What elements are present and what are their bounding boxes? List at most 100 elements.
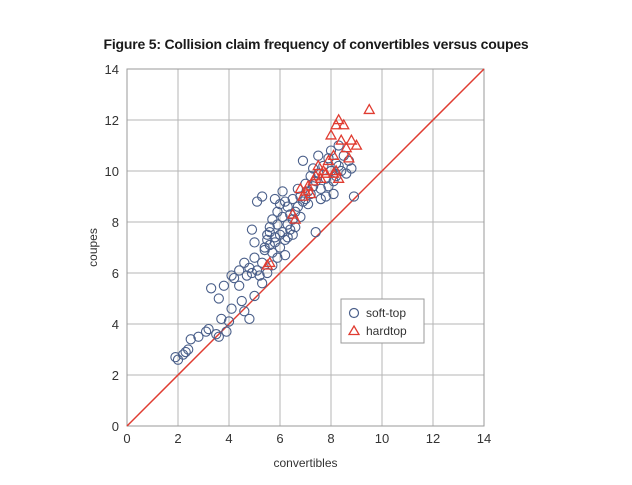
soft-top-point	[279, 234, 291, 245]
x-tick-label: 4	[225, 431, 232, 446]
soft-top-point	[226, 303, 237, 314]
soft-top-point	[218, 280, 230, 291]
soft-top-point	[244, 262, 255, 274]
hardtop-point	[289, 212, 302, 224]
soft-top-point	[323, 153, 334, 164]
soft-top-point	[170, 351, 181, 363]
y-axis-label: coupes	[86, 228, 100, 267]
soft-top-point	[249, 237, 260, 248]
soft-top-point	[320, 191, 332, 202]
soft-top-point	[272, 219, 283, 230]
soft-top-point	[336, 165, 347, 177]
y-tick-label: 0	[112, 419, 119, 434]
soft-top-point	[213, 293, 224, 304]
hardtop-point	[337, 118, 350, 130]
soft-top-point	[285, 224, 296, 235]
soft-top-point	[262, 234, 273, 245]
soft-top-point	[183, 344, 194, 355]
soft-top-point	[297, 196, 309, 207]
soft-top-point	[239, 306, 250, 317]
hardtop-point	[340, 141, 353, 153]
chart-title: Figure 5: Collision claim frequency of c…	[103, 36, 529, 52]
soft-top-point	[287, 229, 298, 240]
soft-top-point	[216, 313, 227, 325]
hardtop-point	[335, 133, 348, 145]
soft-top-point	[249, 290, 260, 302]
hardtop-point	[350, 138, 363, 150]
soft-top-point	[236, 295, 247, 307]
hardtop-point	[299, 184, 312, 196]
legend-triangle-icon	[347, 324, 361, 336]
soft-top-point	[279, 249, 291, 261]
hardtop-point	[309, 169, 322, 181]
soft-top-point	[234, 265, 245, 276]
hardtop-point	[324, 128, 338, 140]
soft-top-point	[234, 280, 245, 291]
soft-top-point	[193, 331, 204, 342]
soft-top-point	[287, 214, 298, 225]
soft-top-point	[328, 188, 339, 200]
soft-top-point	[213, 331, 224, 342]
soft-top-point	[315, 183, 326, 194]
soft-top-point	[315, 193, 326, 205]
hardtop-point	[342, 151, 355, 163]
reference-line	[126, 68, 485, 427]
hardtop-point	[312, 159, 325, 171]
soft-top-point	[244, 313, 255, 325]
hardtop-point	[261, 258, 274, 270]
soft-top-point	[211, 329, 222, 340]
hardtop-point	[263, 256, 276, 268]
soft-top-point	[274, 242, 286, 253]
soft-top-point	[318, 160, 329, 172]
legend-box	[340, 298, 425, 344]
x-tick-label: 10	[375, 431, 389, 446]
hardtop-point	[314, 172, 327, 183]
soft-top-point	[264, 221, 275, 233]
hardtop-point	[363, 103, 376, 115]
hardtop-point	[307, 174, 320, 186]
hardtop-point	[327, 167, 340, 178]
soft-top-point	[241, 270, 252, 281]
hardtop-point	[319, 167, 332, 178]
soft-top-point	[228, 272, 240, 284]
soft-top-point	[251, 265, 263, 276]
soft-top-point	[310, 176, 321, 187]
soft-top-point	[223, 316, 235, 327]
x-tick-label: 14	[477, 431, 491, 446]
hardtop-point	[304, 187, 317, 199]
y-tick-label: 6	[112, 266, 119, 281]
x-tick-label: 12	[426, 431, 440, 446]
soft-top-point	[274, 198, 286, 210]
soft-top-point	[185, 334, 196, 345]
soft-top-point	[239, 257, 250, 268]
hardtop-point	[327, 149, 340, 160]
hardtop-point	[332, 172, 345, 183]
y-tick-label: 8	[112, 215, 119, 230]
soft-top-point	[256, 278, 268, 289]
plot-frame	[126, 68, 485, 427]
x-tick-label: 2	[174, 431, 181, 446]
soft-top-point	[307, 181, 319, 192]
soft-top-point	[310, 227, 321, 238]
x-axis-label: convertibles	[273, 456, 337, 470]
legend-circle-icon	[348, 307, 360, 319]
soft-top-point	[264, 239, 275, 251]
soft-top-point	[287, 193, 298, 205]
soft-top-point	[333, 140, 344, 151]
soft-top-point	[256, 191, 268, 202]
soft-top-point	[249, 252, 260, 263]
soft-top-point	[269, 193, 281, 205]
legend-label-hardtop: hardtop	[366, 324, 407, 338]
hardtop-point	[302, 179, 315, 191]
soft-top-point	[246, 267, 258, 279]
soft-top-point	[254, 270, 265, 281]
soft-top-point	[272, 252, 283, 263]
soft-top-point	[282, 201, 293, 212]
legend-label-soft-top: soft-top	[366, 306, 406, 320]
x-tick-label: 0	[123, 431, 130, 446]
soft-top-point	[226, 270, 237, 281]
soft-top-point	[292, 183, 303, 194]
soft-top-point	[267, 260, 278, 271]
hardtop-point	[317, 164, 330, 176]
legend: soft-top hardtop	[340, 298, 425, 344]
